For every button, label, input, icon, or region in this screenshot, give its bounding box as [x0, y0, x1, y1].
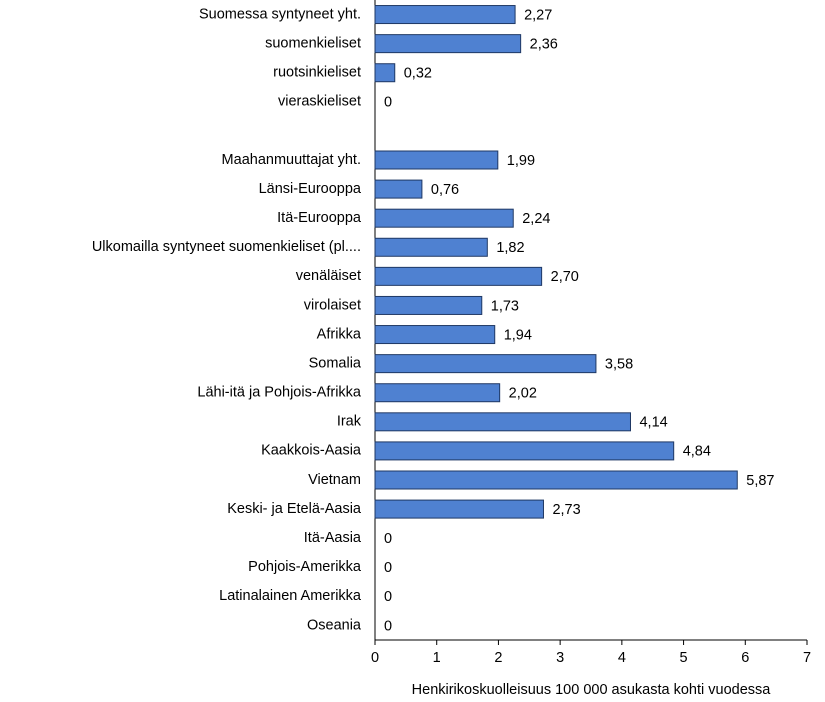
bar: [374, 499, 544, 519]
y-tick-label: venäläiset: [296, 268, 361, 284]
y-tick-label: Vietnam: [308, 472, 361, 488]
data-label: 0,76: [431, 182, 459, 198]
y-tick-label: Suomessa syntyneet yht.: [199, 6, 361, 22]
bar: [374, 63, 396, 83]
data-label: 0: [384, 589, 392, 605]
data-label: 2,36: [530, 36, 558, 52]
data-label: 0: [384, 95, 392, 111]
data-label: 4,84: [683, 444, 711, 460]
data-label: 1,82: [496, 240, 524, 256]
bar: [374, 295, 483, 315]
y-tick-label: virolaiset: [304, 297, 361, 313]
y-tick-label: Pohjois-Amerikka: [248, 559, 362, 575]
bar: [374, 179, 423, 199]
y-tick-label: Lähi-itä ja Pohjois-Afrikka: [197, 385, 362, 401]
data-label: 0: [384, 531, 392, 547]
data-label: 1,73: [491, 298, 519, 314]
data-label: 1,99: [507, 153, 535, 169]
x-tick-label: 6: [741, 650, 749, 666]
data-label: 0: [384, 560, 392, 576]
x-tick-label: 3: [556, 650, 564, 666]
x-tick-label: 1: [433, 650, 441, 666]
bar: [374, 354, 597, 374]
y-tick-label: Kaakkois-Aasia: [261, 443, 362, 459]
x-tick-label: 5: [680, 650, 688, 666]
y-tick-label: Oseania: [307, 617, 362, 633]
y-tick-label: Latinalainen Amerikka: [219, 588, 362, 604]
bar: [374, 34, 522, 54]
bar: [374, 325, 496, 345]
data-label: 2,27: [524, 7, 552, 23]
data-label: 5,87: [746, 473, 774, 489]
bar: [374, 266, 543, 286]
data-label: 2,73: [552, 502, 580, 518]
bar: [374, 441, 675, 461]
y-tick-label: Itä-Aasia: [304, 530, 362, 546]
x-tick-label: 0: [371, 650, 379, 666]
y-tick-label: Somalia: [309, 355, 362, 371]
data-label: 2,02: [509, 386, 537, 402]
bar: [374, 470, 738, 490]
x-tick-label: 2: [494, 650, 502, 666]
bar: [374, 383, 501, 403]
y-tick-label: Länsi-Eurooppa: [259, 181, 362, 197]
y-tick-label: Maahanmuuttajat yht.: [222, 152, 361, 168]
y-tick-label: Keski- ja Etelä-Aasia: [227, 501, 362, 517]
bar: [374, 237, 488, 257]
bar: [374, 5, 516, 25]
y-tick-label: Afrikka: [317, 326, 362, 342]
bar: [374, 208, 514, 228]
x-tick-label: 7: [803, 650, 811, 666]
bar: [374, 412, 631, 432]
y-tick-label: ruotsinkieliset: [273, 65, 361, 81]
data-label: 4,14: [639, 415, 667, 431]
y-tick-label: vieraskieliset: [278, 94, 361, 110]
y-tick-label: suomenkieliset: [265, 35, 361, 51]
y-tick-label: Ulkomailla syntyneet suomenkieliset (pl.…: [92, 239, 361, 255]
data-label: 0: [384, 618, 392, 634]
y-tick-label: Itä-Eurooppa: [277, 210, 362, 226]
data-label: 0,32: [404, 66, 432, 82]
y-tick-label: Irak: [337, 414, 362, 430]
x-tick-label: 4: [618, 650, 626, 666]
bar: [374, 150, 499, 170]
data-label: 1,94: [504, 327, 532, 343]
data-label: 2,70: [551, 269, 579, 285]
x-axis-title: Henkirikoskuolleisuus 100 000 asukasta k…: [412, 682, 772, 698]
data-label: 3,58: [605, 356, 633, 372]
data-label: 2,24: [522, 211, 550, 227]
